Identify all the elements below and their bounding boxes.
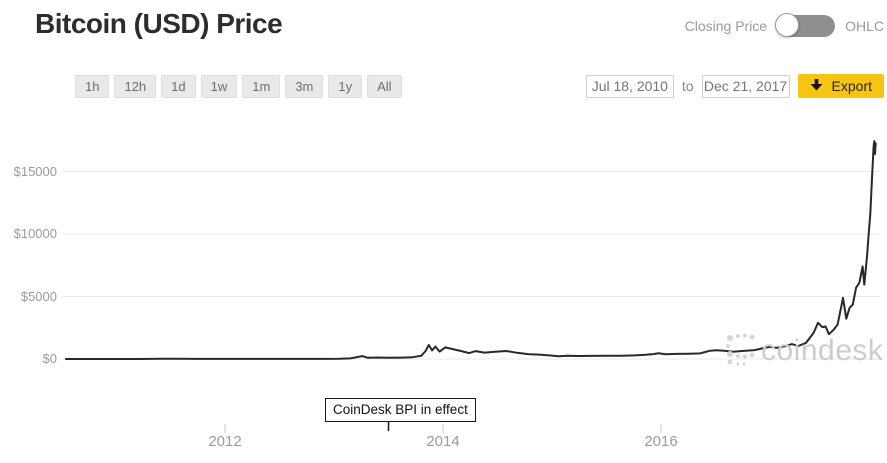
x-axis-label: 2016 xyxy=(644,433,678,450)
date-range-to-label: to xyxy=(681,78,694,94)
export-button-label: Export xyxy=(831,78,872,94)
x-axis-label: 2012 xyxy=(208,433,242,450)
toggle-knob[interactable] xyxy=(775,13,800,37)
range-button-1y[interactable]: 1y xyxy=(328,75,363,98)
coindesk-watermark: coindesk xyxy=(761,334,884,367)
date-to-input[interactable] xyxy=(701,74,790,98)
ohlc-label: OHLC xyxy=(845,18,884,34)
range-button-1m[interactable]: 1m xyxy=(242,75,281,98)
download-arrow-icon xyxy=(810,79,823,91)
export-button[interactable]: Export xyxy=(797,74,884,98)
range-button-3m[interactable]: 3m xyxy=(285,75,324,98)
y-axis-label: $15000 xyxy=(13,163,57,179)
y-axis-label: $10000 xyxy=(13,226,57,241)
range-button-all[interactable]: All xyxy=(367,75,402,98)
range-button-1d[interactable]: 1d xyxy=(161,75,196,98)
date-from-input[interactable] xyxy=(585,74,674,98)
price-line xyxy=(64,140,877,360)
coindesk-logo-icon xyxy=(726,333,755,366)
price-type-toggle-group: Closing Price OHLC xyxy=(685,13,884,39)
range-button-12h[interactable]: 12h xyxy=(114,75,157,98)
closing-price-label: Closing Price xyxy=(684,18,768,34)
y-axis-label: $5000 xyxy=(20,288,57,304)
annotation-coindesk-bpi: CoinDesk BPI in effect xyxy=(325,398,476,422)
price-type-toggle[interactable] xyxy=(775,13,836,37)
range-button-1h[interactable]: 1h xyxy=(75,75,110,98)
range-button-row: 1h 12h 1d 1w 1m 3m 1y All xyxy=(75,75,402,98)
page-title: Bitcoin (USD) Price xyxy=(35,8,283,39)
y-axis-label: $0 xyxy=(42,351,57,366)
range-button-1w[interactable]: 1w xyxy=(200,75,238,98)
x-axis-label: 2014 xyxy=(426,433,460,450)
date-range-controls: to Export xyxy=(585,74,884,98)
